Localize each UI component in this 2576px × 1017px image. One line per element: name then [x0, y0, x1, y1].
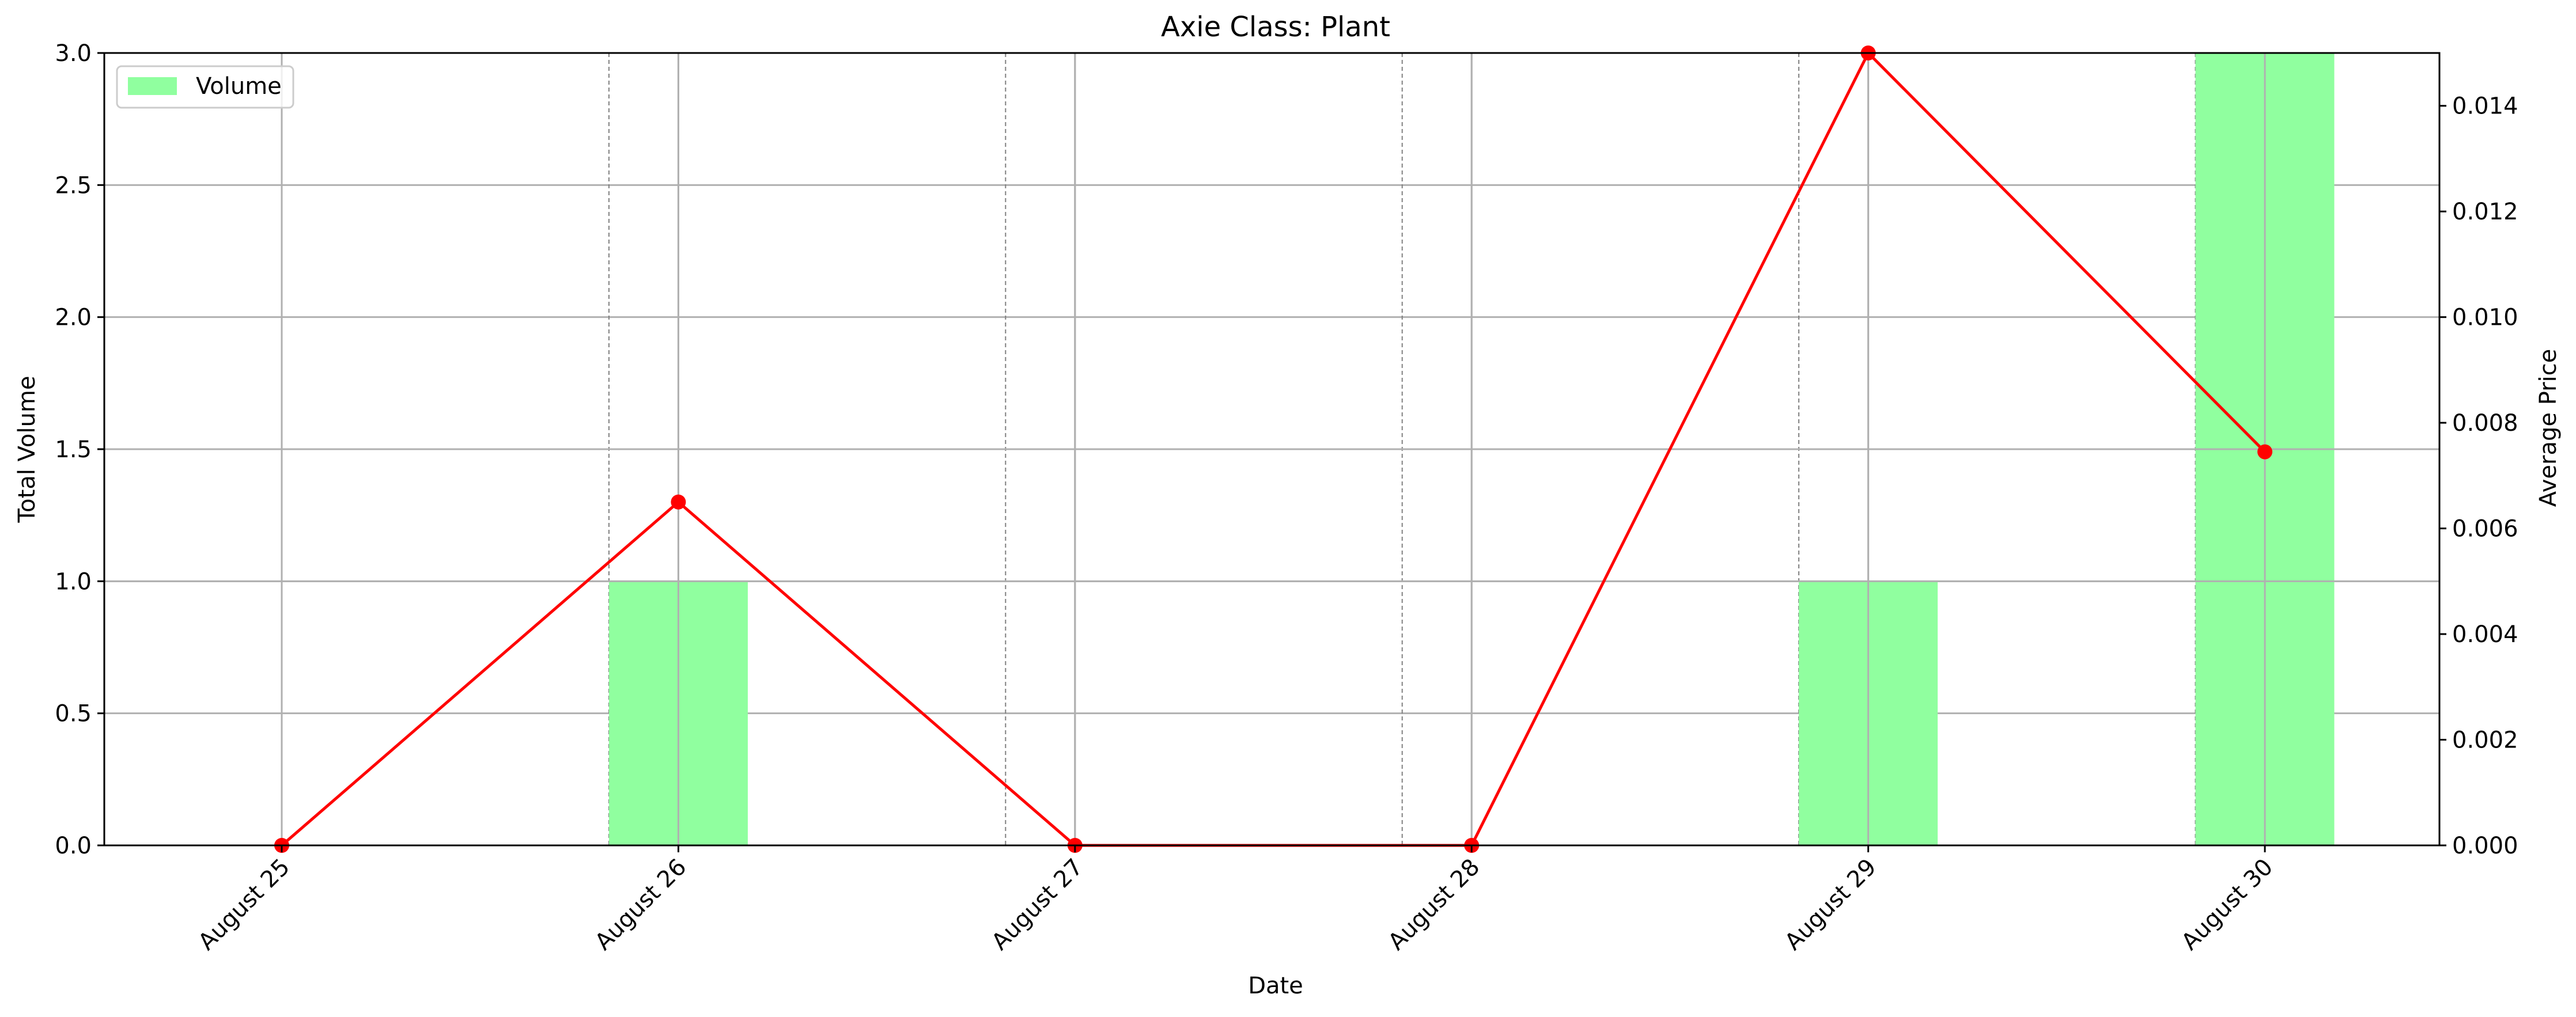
y-left-tick-label: 2.0	[55, 305, 92, 331]
y-right-tick-label: 0.008	[2452, 410, 2518, 437]
y-right-tick-label: 0.000	[2452, 833, 2518, 859]
ticks-layer: 0.0 0.5 1.0 1.5 2.0 2.5 3.0 0.000 0.002 0.004 0.00…	[55, 40, 2518, 955]
y-right-tick-label: 0.006	[2452, 516, 2518, 542]
y-axis-right-label: Average Price	[2535, 349, 2562, 507]
price-point	[2257, 444, 2272, 460]
x-tick-label: August 29	[1780, 854, 1881, 955]
legend-label-volume: Volume	[196, 73, 282, 100]
y-left-tick-label: 1.5	[55, 437, 92, 463]
x-tick-label: August 25	[194, 854, 295, 955]
y-right-tick-label: 0.012	[2452, 199, 2518, 225]
x-tick-label: August 27	[986, 854, 1088, 955]
y-right-tick-label: 0.002	[2452, 727, 2518, 754]
y-left-tick-label: 1.0	[55, 568, 92, 595]
chart-title: Axie Class: Plant	[1161, 11, 1390, 43]
y-right-tick-label: 0.010	[2452, 305, 2518, 331]
legend-frame	[116, 65, 294, 109]
y-left-tick-label: 0.0	[55, 833, 92, 859]
legend-swatch-volume	[128, 77, 177, 95]
legend: Volume	[116, 65, 294, 109]
x-axis-label: Date	[1248, 973, 1303, 999]
y-left-tick-label: 2.5	[55, 172, 92, 199]
bars-layer	[104, 53, 2439, 845]
price-point	[671, 494, 686, 510]
y-right-tick-label: 0.004	[2452, 621, 2518, 648]
x-tick-label: August 28	[1383, 854, 1485, 955]
y-left-tick-label: 3.0	[55, 40, 92, 67]
y-left-tick-label: 0.5	[55, 701, 92, 727]
y-axis-left-label: Total Volume	[14, 376, 40, 523]
x-tick-label: August 30	[2177, 854, 2278, 955]
y-right-tick-label: 0.014	[2452, 93, 2518, 120]
x-tick-label: August 26	[590, 854, 691, 955]
